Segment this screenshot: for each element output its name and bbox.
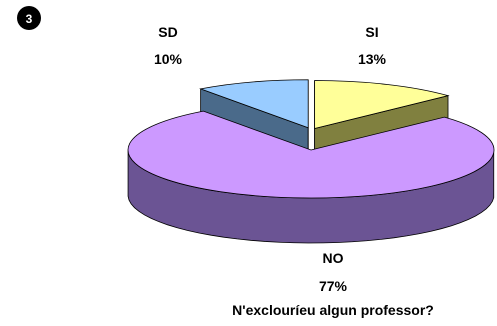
badge-number: 3 xyxy=(26,12,33,26)
chart-title: N'exclouríeu algun professor? xyxy=(232,302,434,318)
slice-sd xyxy=(199,79,309,129)
slice-label-sd-percent: 10% xyxy=(154,51,183,67)
slice-label-si-name: SI xyxy=(365,24,378,40)
badge-circle xyxy=(17,6,41,30)
slice-label-si-percent: 13% xyxy=(358,51,387,67)
chart-number-badge: 3 xyxy=(17,6,41,30)
pie-slices xyxy=(127,79,495,244)
slice-si xyxy=(314,80,450,130)
slice-label-no-name: NO xyxy=(323,250,344,266)
slice-label-no-percent: 77% xyxy=(319,278,348,294)
slice-label-sd-name: SD xyxy=(158,24,177,40)
slice-no xyxy=(127,110,495,199)
